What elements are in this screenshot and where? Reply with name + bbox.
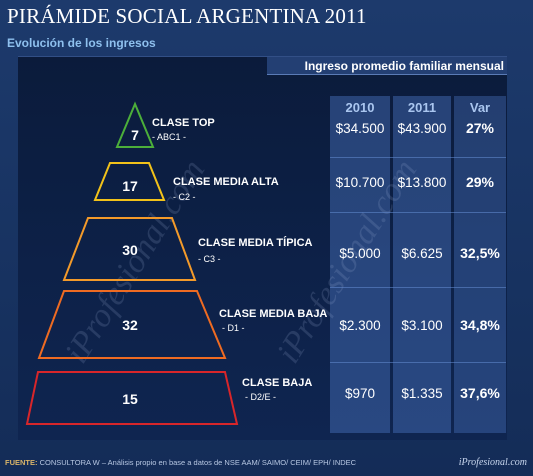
tier-media-tipica-name: CLASE MEDIA TÍPICA [198, 237, 313, 249]
row-separator [330, 362, 506, 363]
tier-baja-name: CLASE BAJA [242, 377, 313, 389]
source-footer: FUENTE: CONSULTORA W – Análisis propio e… [5, 458, 356, 467]
tier-media-tipica-shape [62, 217, 197, 281]
tier-media-tipica-2011: $6.625 [401, 246, 443, 261]
tier-baja-percent: 15 [122, 391, 138, 407]
tier-media-baja-code: - D1 - [222, 323, 245, 333]
tier-media-baja-name: CLASE MEDIA BAJA [219, 308, 328, 320]
tier-top-2011: $43.900 [397, 121, 447, 136]
tier-media-alta-name: CLASE MEDIA ALTA [173, 176, 279, 188]
tier-media-baja-percent: 32 [122, 317, 138, 333]
column-header-2010: 2010 [345, 100, 375, 115]
column-header-var: Var [469, 100, 491, 115]
source-label: FUENTE: [5, 458, 38, 467]
row-separator [330, 287, 506, 288]
tier-media-alta-percent: 17 [122, 178, 138, 194]
tier-media-tipica-var: 32,5% [460, 245, 500, 261]
tier-media-tipica-percent: 30 [122, 242, 138, 258]
tier-top-var: 27% [465, 120, 495, 136]
column-2010-bg [330, 96, 390, 433]
header-label: Ingreso promedio familiar mensual [304, 59, 504, 73]
tier-media-alta-var: 29% [465, 174, 495, 190]
source-text: CONSULTORA W – Análisis propio en base a… [39, 458, 357, 467]
column-var-bg [454, 96, 506, 433]
tier-media-baja-shape [37, 290, 227, 359]
tier-top-2010: $34.500 [335, 121, 385, 136]
row-separator [330, 212, 506, 213]
tier-top-code: - ABC1 - [152, 132, 187, 142]
tier-media-baja-2010: $2.300 [339, 318, 381, 333]
pyramid-panel [18, 56, 507, 440]
tier-baja-code: - D2/E - [245, 392, 277, 402]
tier-media-baja-2011: $3.100 [401, 318, 443, 333]
tier-baja-shape [25, 371, 239, 425]
page-title: PIRÁMIDE SOCIAL ARGENTINA 2011 [7, 4, 367, 28]
tier-top-shape [115, 101, 155, 148]
tier-baja-2010: $970 [344, 386, 376, 401]
tier-media-alta-shape [93, 162, 166, 201]
brand-logo[interactable]: iProfesional.com [458, 457, 527, 468]
column-header-2011: 2011 [407, 100, 437, 115]
tier-media-alta-2011: $13.800 [397, 175, 447, 190]
row-separator [330, 157, 506, 158]
tier-media-alta-code: - C2 - [173, 192, 196, 202]
tier-media-alta-2010: $10.700 [335, 175, 385, 190]
tier-top-percent: 7 [131, 127, 139, 143]
tier-media-baja-var: 34,8% [460, 317, 500, 333]
header-bar [267, 57, 507, 75]
column-2011-bg [393, 96, 451, 433]
tier-media-tipica-2010: $5.000 [339, 246, 381, 261]
tier-media-tipica-code: - C3 - [198, 254, 221, 264]
tier-baja-2011: $1.335 [401, 386, 443, 401]
page-subtitle: Evolución de los ingresos [7, 36, 156, 50]
tier-top-name: CLASE TOP [152, 117, 215, 129]
tier-baja-var: 37,6% [460, 385, 500, 401]
